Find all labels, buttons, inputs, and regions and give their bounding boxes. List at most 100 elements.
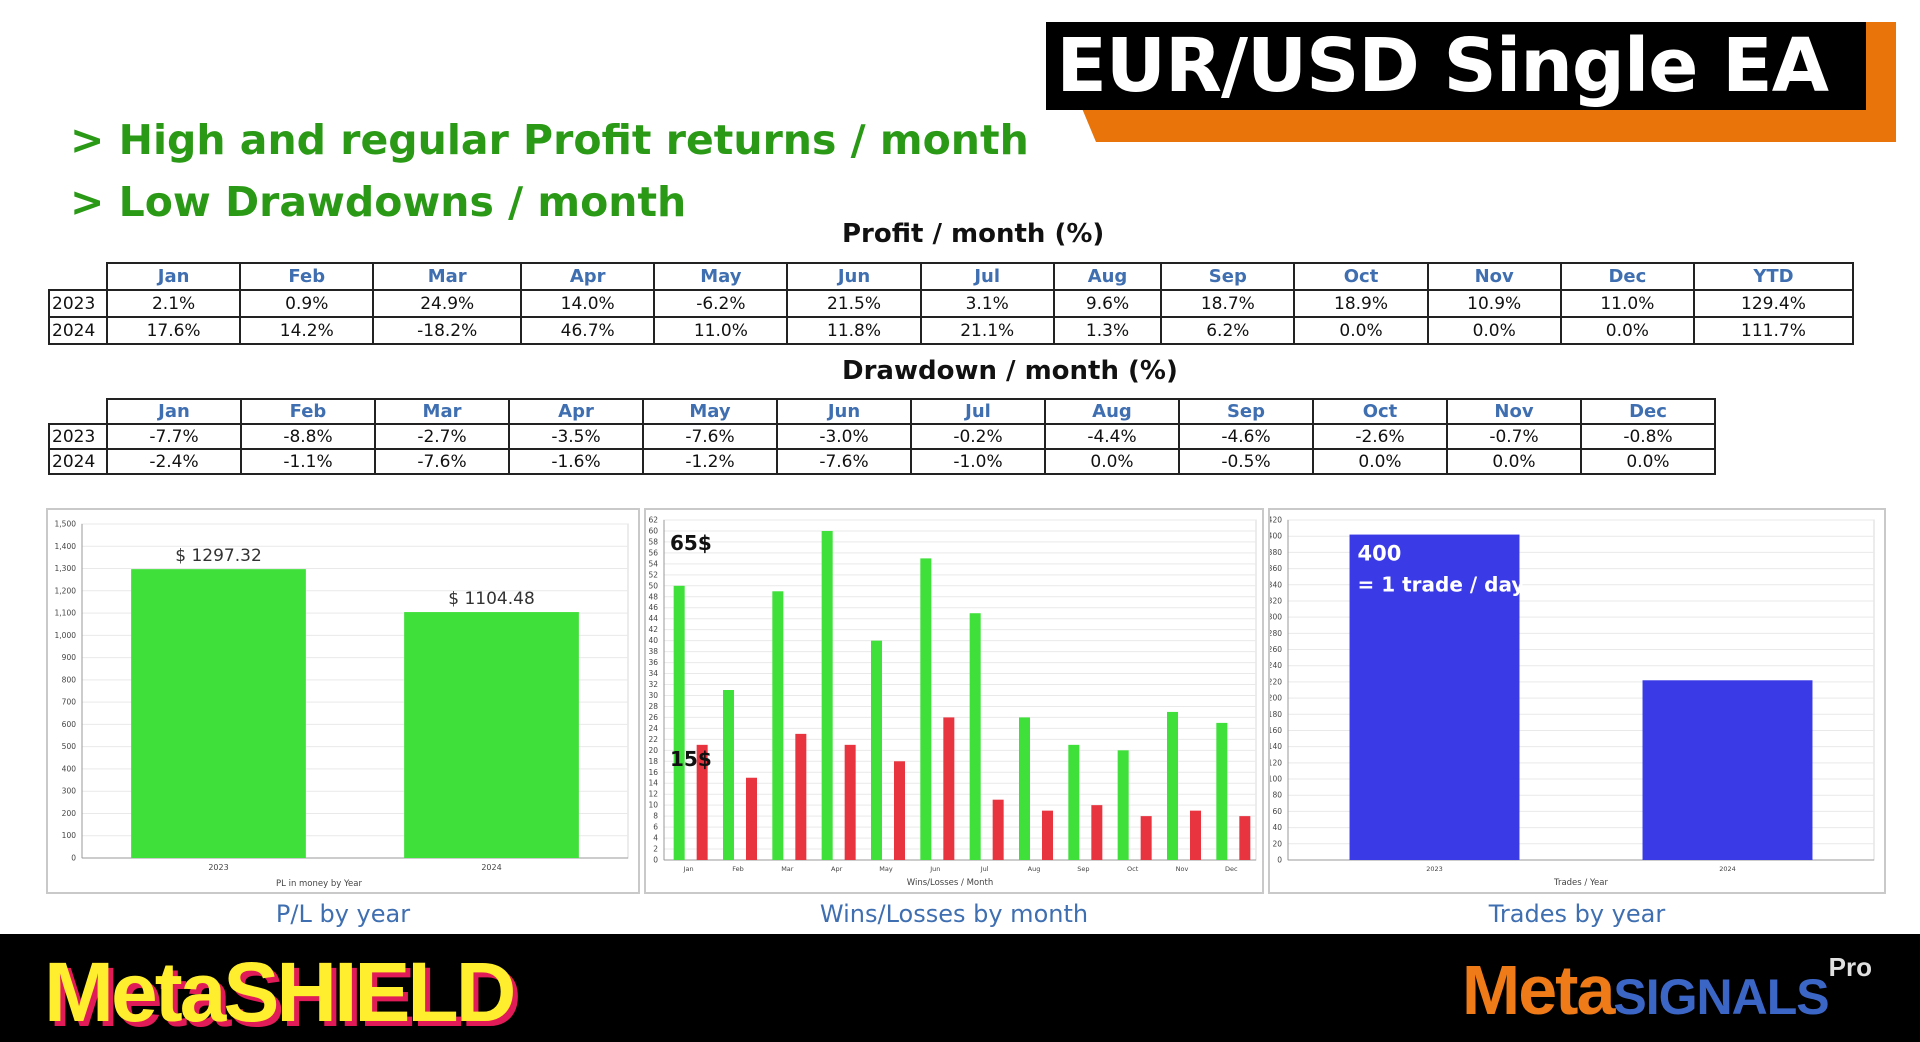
drawdown-cell-2024-sep: -0.5% bbox=[1178, 448, 1314, 475]
drawdown-cell-2024-feb: -1.1% bbox=[240, 448, 376, 475]
drawdown-cell-2023-apr: -3.5% bbox=[508, 423, 644, 450]
drawdown-cell-2024-dec: 0.0% bbox=[1580, 448, 1716, 475]
annotation-wins: 65$ bbox=[670, 531, 712, 555]
y-tick-label: 2 bbox=[653, 845, 658, 854]
win-bar-jan bbox=[673, 585, 685, 860]
profit-cell-2023-dec: 11.0% bbox=[1559, 289, 1695, 318]
trades-by-year-chart: 0 20 40 60 80 100 120 140 160 180 200 220 240 260 280 3… bbox=[1268, 508, 1886, 894]
table-corner bbox=[49, 399, 107, 424]
drawdown-cell-2023-sep: -4.6% bbox=[1178, 423, 1314, 450]
y-tick-label: 32 bbox=[648, 680, 658, 689]
profit-cell-2023-aug: 9.6% bbox=[1052, 289, 1163, 318]
drawdown-header-dec: Dec bbox=[1580, 398, 1716, 425]
profit-cell-2023-feb: 0.9% bbox=[239, 289, 375, 318]
table-row: 2023 2.1% 0.9% 24.9% 14.0% -6.2% 21.5% 3.1% 9.6%… bbox=[48, 289, 1855, 318]
drawdown-cell-2023-jan: -7.7% bbox=[106, 423, 242, 450]
y-tick-label: 4 bbox=[653, 834, 658, 843]
table-corner bbox=[49, 263, 107, 290]
y-tick-label: 380 bbox=[1270, 548, 1282, 557]
wins-losses-svg: 0246810121416182022242628303234363840424… bbox=[648, 516, 1257, 888]
drawdown-header-oct: Oct bbox=[1312, 398, 1448, 425]
x-tick-label: Jul bbox=[980, 865, 989, 873]
drawdown-header-feb: Feb bbox=[240, 398, 376, 425]
loss-bar-jan bbox=[696, 744, 708, 860]
x-tick-label: 2024 bbox=[1719, 865, 1736, 873]
y-tick-label: 140 bbox=[1270, 742, 1282, 751]
profit-cell-2023-oct: 18.9% bbox=[1293, 289, 1429, 318]
profit-cell-2023-mar: 24.9% bbox=[372, 289, 523, 318]
metasignals-logo-signals: SIGNALS bbox=[1613, 969, 1829, 1025]
y-tick-label: 100 bbox=[1270, 775, 1282, 784]
x-tick-label: Feb bbox=[732, 865, 744, 873]
drawdown-cell-2024-jan: -2.4% bbox=[106, 448, 242, 475]
y-tick-label: 58 bbox=[648, 537, 658, 546]
profit-cell-2024-nov: 0.0% bbox=[1426, 316, 1562, 345]
win-bar-may bbox=[871, 640, 882, 860]
drawdown-cell-2024-jul: -1.0% bbox=[910, 448, 1046, 475]
x-tick-label: 2023 bbox=[208, 863, 228, 872]
y-tick-label: 42 bbox=[648, 625, 658, 634]
y-tick-label: 52 bbox=[648, 570, 658, 579]
profit-cell-2024-may: 11.0% bbox=[653, 316, 789, 345]
x-tick-label: Sep bbox=[1077, 865, 1089, 873]
y-tick-label: 100 bbox=[62, 831, 77, 840]
y-tick-label: 1,300 bbox=[55, 564, 77, 573]
loss-bar-may bbox=[894, 761, 905, 860]
pl-by-year-chart: 0 100 200 300 400 500 600 700 800 900 1,000 1,100 1,… bbox=[46, 508, 640, 894]
y-tick-label: 700 bbox=[62, 698, 77, 707]
y-tick-label: 220 bbox=[1270, 677, 1282, 686]
win-bar-apr bbox=[821, 530, 833, 860]
profit-year-2023: 2023 bbox=[48, 289, 108, 318]
loss-bar-oct bbox=[1140, 816, 1152, 860]
drawdown-year-2024: 2024 bbox=[48, 448, 108, 475]
title-banner: EUR/USD Single EA bbox=[1046, 22, 1866, 110]
profit-header-jan: Jan bbox=[105, 262, 242, 291]
y-tick-label: 1,400 bbox=[55, 542, 77, 551]
y-tick-label: 300 bbox=[62, 787, 77, 796]
x-tick-label: Aug bbox=[1028, 865, 1041, 873]
y-tick-label: 300 bbox=[1270, 613, 1282, 622]
page-title: EUR/USD Single EA bbox=[1056, 23, 1829, 109]
y-tick-label: 54 bbox=[648, 559, 658, 568]
profit-cell-2024-mar: -18.2% bbox=[372, 316, 523, 345]
y-tick-label: 56 bbox=[648, 548, 658, 557]
profit-header-jul: Jul bbox=[919, 262, 1055, 291]
y-tick-label: 200 bbox=[1270, 694, 1282, 703]
y-tick-label: 1,500 bbox=[55, 520, 77, 529]
wins-losses-chart: 0 2 4 6 8 10 12 14 16 18 20 22 24 26 28 30 32 34 36 38 40 42 4… bbox=[644, 508, 1264, 894]
drawdown-cell-2023-jun: -3.0% bbox=[776, 423, 912, 450]
y-tick-label: 260 bbox=[1270, 645, 1282, 654]
y-tick-label: 240 bbox=[1270, 661, 1282, 670]
drawdown-header-sep: Sep bbox=[1178, 398, 1314, 425]
y-tick-label: 18 bbox=[648, 757, 658, 766]
y-tick-label: 340 bbox=[1270, 580, 1282, 589]
y-tick-label: 500 bbox=[62, 742, 77, 751]
y-tick-label: 50 bbox=[648, 581, 658, 590]
y-tick-label: 22 bbox=[648, 735, 658, 744]
drawdown-cell-2024-aug: 0.0% bbox=[1044, 448, 1180, 475]
win-bar-dec bbox=[1216, 722, 1228, 860]
profit-header-jun: Jun bbox=[786, 262, 922, 291]
win-bar-aug bbox=[1019, 717, 1030, 860]
trades-by-year-svg: 0 20 40 60 80 100 120 140 160 180 200 220 240 260 280 3… bbox=[1270, 516, 1875, 888]
profit-table: Jan Feb Mar Apr May Jun Jul Aug Sep Oct Nov Dec YTD 2… bbox=[48, 262, 1855, 345]
profit-cell-2023-jul: 3.1% bbox=[919, 289, 1055, 318]
profit-cell-2024-dec: 0.0% bbox=[1559, 316, 1695, 345]
y-tick-label: 34 bbox=[648, 669, 658, 678]
drawdown-cell-2023-nov: -0.7% bbox=[1446, 423, 1582, 450]
loss-bar-jun bbox=[943, 717, 955, 860]
y-tick-label: 200 bbox=[62, 809, 77, 818]
drawdown-year-2023: 2023 bbox=[48, 423, 108, 450]
metasignals-logo-meta: Meta bbox=[1461, 951, 1615, 1029]
y-tick-label: 36 bbox=[648, 658, 658, 667]
y-tick-label: 10 bbox=[648, 801, 658, 810]
drawdown-header-aug: Aug bbox=[1044, 398, 1180, 425]
y-tick-label: 20 bbox=[648, 746, 658, 755]
profit-header-feb: Feb bbox=[239, 262, 375, 291]
profit-cell-2024-ytd: 111.7% bbox=[1692, 316, 1855, 345]
x-axis-label: Trades / Year bbox=[1553, 878, 1608, 888]
profit-year-2024: 2024 bbox=[48, 316, 108, 345]
profit-cell-2023-jun: 21.5% bbox=[786, 289, 922, 318]
y-tick-label: 0 bbox=[653, 856, 658, 865]
profit-cell-2024-jan: 17.6% bbox=[105, 316, 242, 345]
